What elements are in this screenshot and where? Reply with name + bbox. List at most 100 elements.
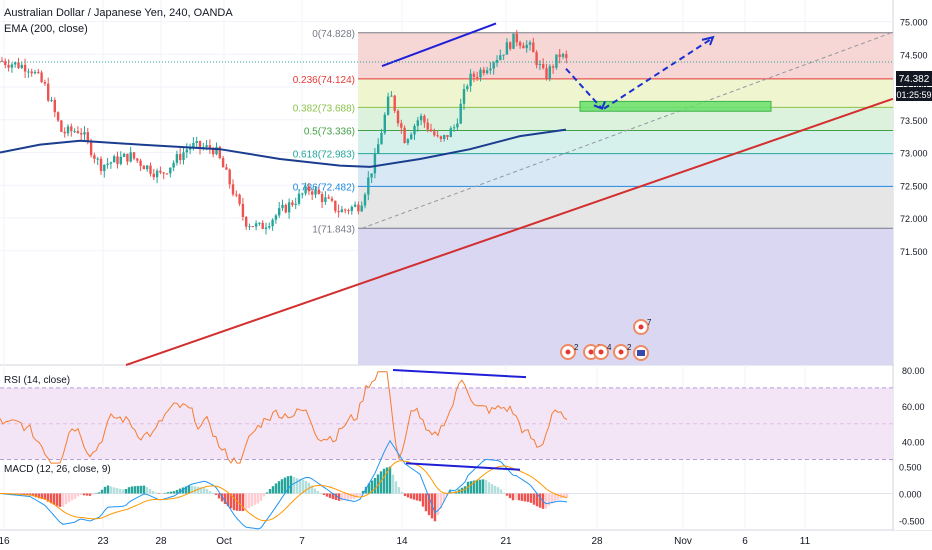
candle-body xyxy=(528,42,532,45)
candle-body xyxy=(241,203,245,217)
candle-body xyxy=(86,132,89,141)
drawings[interactable] xyxy=(0,22,894,366)
macd-histogram-bar xyxy=(52,493,56,505)
macd-histogram-bar xyxy=(298,478,302,494)
macd-histogram-bar xyxy=(289,475,293,494)
macd-histogram-bar xyxy=(349,493,353,500)
macd-histogram-bar xyxy=(235,493,239,511)
macd-histogram-bar xyxy=(88,493,92,496)
candle-body xyxy=(452,127,456,129)
candle-body xyxy=(525,44,528,49)
time-tick-label: 23 xyxy=(97,536,109,547)
macd-histogram-bar xyxy=(214,493,218,495)
candle-body xyxy=(116,156,119,164)
macd-histogram-bar xyxy=(22,493,26,495)
ema-200-line xyxy=(0,128,567,168)
macd-histogram-bar xyxy=(442,493,446,502)
candle-body xyxy=(284,204,287,213)
macd-histogram-bar xyxy=(526,493,530,502)
price-tick-label: 75.000 xyxy=(900,18,928,28)
candle-body xyxy=(122,153,126,157)
macd-histogram-bar xyxy=(391,474,395,494)
rsi-divergence-line[interactable] xyxy=(392,369,527,379)
macd-histogram-bar xyxy=(232,493,236,511)
macd-histogram-bar xyxy=(76,493,80,497)
macd-histogram-bar xyxy=(445,493,449,496)
candle-body xyxy=(294,203,297,205)
macd-histogram-bar xyxy=(229,493,233,509)
candle-body xyxy=(126,153,129,162)
candle-body xyxy=(268,226,271,228)
macd-histogram-bar xyxy=(367,483,371,494)
candle-body xyxy=(218,146,221,159)
candle-body xyxy=(334,200,337,211)
macd-histogram-bar xyxy=(79,493,83,495)
event-icons[interactable]: 23427 xyxy=(560,318,652,361)
event-dot-icon xyxy=(565,349,571,355)
candle-body xyxy=(56,112,60,121)
macd-histogram-bar xyxy=(250,493,254,507)
candle-body xyxy=(228,169,231,185)
flag-icon xyxy=(637,350,645,356)
macd-histogram-bar xyxy=(40,493,44,500)
last-price-badge xyxy=(896,71,932,86)
candle-body xyxy=(548,66,551,79)
macd-tick-label: -0.500 xyxy=(899,517,925,527)
candle-body xyxy=(258,222,261,224)
projection-up-arrow[interactable] xyxy=(603,37,713,110)
fib-zone xyxy=(358,228,893,365)
event-count: 7 xyxy=(647,318,652,327)
candle-body xyxy=(479,69,482,78)
macd-histogram-bar xyxy=(325,493,329,497)
macd-histogram-bar xyxy=(409,493,413,499)
macd-histogram-bar xyxy=(253,493,257,505)
time-axis[interactable]: 16 23 28 Oct 7 14 21 28 Nov 6 11 xyxy=(0,536,811,547)
macd-histogram-bar xyxy=(286,476,290,494)
macd-histogram-bar xyxy=(61,493,65,507)
macd-histogram-bar xyxy=(46,493,50,502)
rsi-legend: RSI (14, close) xyxy=(4,375,70,386)
ema-legend: EMA (200, close) xyxy=(4,23,88,35)
candle-body xyxy=(410,134,413,140)
time-tick-label: 16 xyxy=(0,536,10,547)
candle-body xyxy=(40,72,43,82)
trend-line-top[interactable] xyxy=(381,22,497,67)
candle-body xyxy=(396,110,400,124)
last-price-value: 74.382 xyxy=(899,74,930,85)
candle-body xyxy=(311,191,314,195)
macd-histogram-bar xyxy=(562,493,566,499)
candles xyxy=(0,29,568,235)
candle-body xyxy=(482,69,485,74)
fib-zone xyxy=(358,107,893,131)
macd-histogram-bar xyxy=(385,467,389,494)
macd-histogram-bar xyxy=(505,493,509,496)
support-trendline[interactable] xyxy=(125,97,894,366)
candle-body xyxy=(416,120,419,126)
candle-body xyxy=(103,164,106,172)
macd-histogram-bar xyxy=(406,493,410,498)
macd-histogram-bar xyxy=(118,488,122,494)
candle-body xyxy=(248,226,251,228)
candle-body xyxy=(485,70,489,74)
macd-divergence-line[interactable] xyxy=(405,462,521,471)
candle-body xyxy=(208,145,212,150)
fib-diagonal[interactable] xyxy=(361,32,891,229)
macd-histogram-bar xyxy=(280,479,284,494)
candle-body xyxy=(344,209,347,211)
projection-down-arrow[interactable] xyxy=(565,67,603,110)
macd-tick-label: 0.000 xyxy=(899,490,922,500)
macd-histogram-bar xyxy=(382,468,386,494)
macd-histogram-bar xyxy=(193,486,197,494)
macd-histogram-bar xyxy=(112,487,116,494)
macd-histogram-bar xyxy=(121,489,125,494)
candle-body xyxy=(231,184,235,195)
target-zone-box[interactable] xyxy=(579,100,772,112)
macd-histogram-bar xyxy=(58,493,62,507)
candle-body xyxy=(360,205,363,212)
rsi-tick-label: 60.00 xyxy=(902,402,925,412)
macd-histogram-bar xyxy=(376,474,380,494)
candle-body xyxy=(413,125,416,135)
price-tick-label: 74.500 xyxy=(900,50,928,60)
macd-histogram-bar xyxy=(427,493,431,516)
